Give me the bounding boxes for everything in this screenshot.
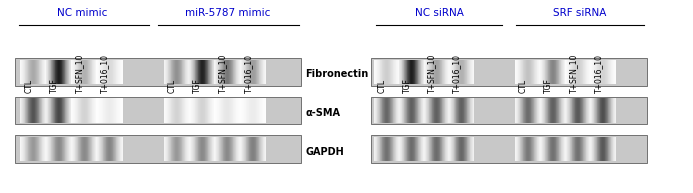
Text: CTL: CTL [168,79,177,93]
Text: T+016_10: T+016_10 [594,54,603,93]
Text: CTL: CTL [378,79,387,93]
Text: miR-5787 mimic: miR-5787 mimic [184,8,270,18]
Bar [15,58,301,86]
Text: TGF: TGF [544,78,553,93]
Bar [371,96,647,124]
Bar [371,135,647,163]
Text: CTL: CTL [24,79,33,93]
Text: T+016_10: T+016_10 [244,54,253,93]
Text: T+SFN_10: T+SFN_10 [428,53,437,93]
Text: α-SMA: α-SMA [306,108,341,118]
Text: CTL: CTL [519,79,528,93]
Bar [15,96,301,124]
Text: T+SFN_10: T+SFN_10 [218,53,227,93]
Text: SRF siRNA: SRF siRNA [552,8,606,18]
Text: NC mimic: NC mimic [57,8,107,18]
Text: NC siRNA: NC siRNA [415,8,464,18]
Text: T+SFN_10: T+SFN_10 [569,53,578,93]
Bar [15,135,301,163]
Text: T+016_10: T+016_10 [100,54,109,93]
Text: Fibronectin: Fibronectin [306,69,369,79]
Text: T+SFN_10: T+SFN_10 [76,53,85,93]
Text: TGF: TGF [403,78,412,93]
Bar [371,58,647,86]
Text: TGF: TGF [193,78,202,93]
Text: T+016_10: T+016_10 [453,54,462,93]
Text: GAPDH: GAPDH [306,147,344,157]
Text: TGF: TGF [50,78,59,93]
